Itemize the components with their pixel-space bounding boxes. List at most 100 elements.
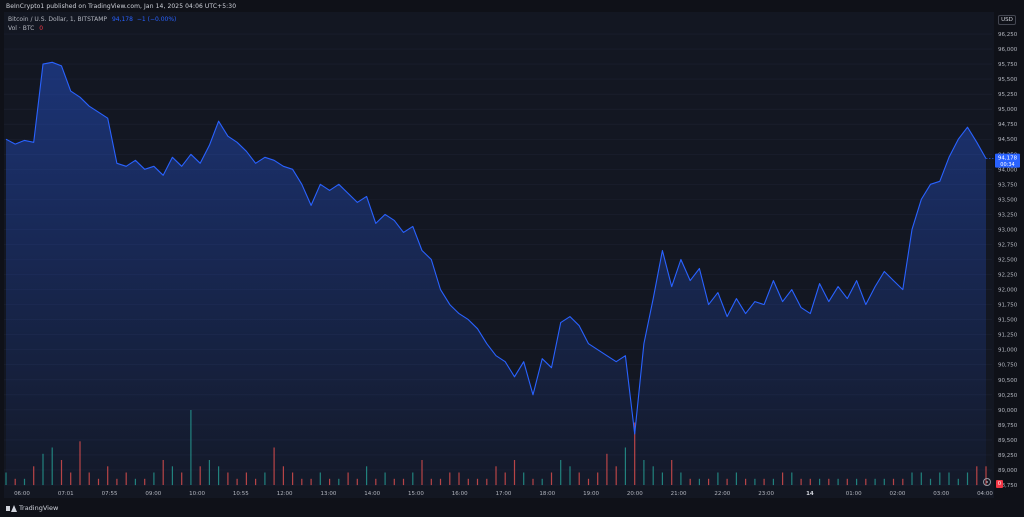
volume-bar-65 bbox=[606, 453, 608, 486]
volume-bar-91 bbox=[846, 478, 848, 486]
volume-bar-93 bbox=[865, 478, 867, 486]
volume-label: Vol · BTC bbox=[8, 25, 35, 32]
y-tick-label-28: 89,250 bbox=[998, 453, 1018, 459]
volume-bar-40 bbox=[375, 478, 377, 486]
x-tick-label-13: 19:00 bbox=[583, 491, 599, 497]
x-tick-label-8: 14:00 bbox=[364, 491, 380, 497]
brand-name: TradingView bbox=[19, 504, 59, 512]
volume-bar-57 bbox=[532, 478, 534, 486]
volume-bar-60 bbox=[560, 460, 562, 485]
volume-bar-84 bbox=[782, 472, 784, 485]
x-tick-label-22: 04:00 bbox=[977, 491, 993, 497]
publisher-caption: BeInCrypto1 published on TradingView.com… bbox=[6, 3, 237, 10]
price-area-fill bbox=[6, 62, 986, 486]
volume-bar-63 bbox=[587, 478, 590, 486]
volume-bar-101 bbox=[939, 472, 941, 485]
volume-bar-22 bbox=[208, 460, 210, 485]
volume-bar-19 bbox=[181, 472, 183, 485]
y-tick-label-29: 89,000 bbox=[998, 468, 1018, 474]
y-tick-label-19: 91,500 bbox=[998, 318, 1018, 324]
volume-bar-27 bbox=[255, 478, 257, 486]
volume-bar-97 bbox=[902, 478, 904, 486]
volume-bar-66 bbox=[615, 466, 617, 486]
y-tick-label-16: 92,250 bbox=[998, 273, 1018, 279]
volume-bar-64 bbox=[597, 472, 599, 485]
volume-bar-69 bbox=[643, 460, 645, 485]
countdown-label: 00:34 bbox=[1000, 162, 1014, 168]
x-tick-label-18: 14 bbox=[806, 491, 814, 497]
volume-bar-5 bbox=[51, 447, 53, 485]
volume-bar-20 bbox=[190, 410, 192, 485]
volume-bar-103 bbox=[957, 478, 959, 486]
volume-bar-13 bbox=[125, 472, 127, 485]
volume-bar-44 bbox=[412, 472, 414, 485]
volume-bar-17 bbox=[162, 460, 164, 485]
volume-bar-47 bbox=[439, 478, 442, 486]
y-tick-label-1: 96,000 bbox=[998, 47, 1018, 53]
x-tick-label-9: 15:00 bbox=[408, 491, 424, 497]
volume-bar-61 bbox=[569, 466, 571, 486]
x-tick-label-4: 10:00 bbox=[189, 491, 205, 497]
scale-settings-icon[interactable] bbox=[983, 478, 991, 486]
y-tick-label-10: 93,750 bbox=[998, 182, 1018, 188]
currency-button[interactable]: USD bbox=[998, 15, 1016, 25]
volume-bar-45 bbox=[421, 460, 423, 485]
volume-bar-25 bbox=[236, 478, 238, 486]
volume-bar-79 bbox=[735, 472, 737, 485]
volume-bar-70 bbox=[652, 466, 654, 486]
x-tick-label-15: 21:00 bbox=[671, 491, 687, 497]
volume-bar-1 bbox=[14, 478, 16, 486]
volume-bar-14 bbox=[134, 478, 136, 486]
volume-bar-52 bbox=[486, 478, 488, 486]
volume-bar-36 bbox=[338, 478, 340, 486]
volume-bar-105 bbox=[976, 466, 978, 486]
volume-bar-77 bbox=[717, 472, 719, 485]
volume-bar-8 bbox=[79, 441, 81, 486]
volume-bar-100 bbox=[929, 478, 932, 486]
volume-bar-50 bbox=[467, 478, 469, 486]
volume-bar-31 bbox=[292, 472, 294, 485]
symbol-legend[interactable]: Bitcoin / U.S. Dollar, 1, BITSTAMP 94,17… bbox=[8, 16, 176, 23]
y-tick-label-22: 90,750 bbox=[998, 363, 1018, 369]
volume-bar-33 bbox=[310, 478, 312, 486]
volume-bar-88 bbox=[819, 478, 821, 486]
volume-bar-10 bbox=[97, 478, 100, 486]
volume-bar-104 bbox=[966, 472, 969, 485]
volume-bar-73 bbox=[680, 472, 682, 485]
last-price-badge bbox=[995, 153, 1020, 168]
volume-bar-38 bbox=[356, 478, 358, 486]
x-tick-label-17: 23:00 bbox=[758, 491, 774, 497]
symbol-name: Bitcoin / U.S. Dollar, 1, BITSTAMP bbox=[8, 16, 108, 23]
y-tick-label-26: 89,750 bbox=[998, 423, 1018, 429]
y-tick-label-11: 93,500 bbox=[998, 197, 1018, 203]
volume-zero-badge: 0 bbox=[996, 480, 1003, 488]
volume-bar-80 bbox=[745, 478, 747, 486]
volume-bar-43 bbox=[402, 478, 405, 486]
volume-legend[interactable]: Vol · BTC 0 bbox=[8, 25, 43, 32]
volume-bar-90 bbox=[837, 478, 839, 486]
tradingview-logo-icon bbox=[6, 504, 17, 512]
volume-bar-7 bbox=[70, 472, 72, 485]
volume-bar-2 bbox=[23, 478, 26, 486]
volume-bar-4 bbox=[42, 453, 44, 486]
x-tick-label-16: 22:00 bbox=[714, 491, 730, 497]
volume-bar-39 bbox=[366, 466, 368, 486]
volume-bar-99 bbox=[920, 472, 922, 485]
volume-bar-54 bbox=[504, 472, 506, 485]
volume-bar-12 bbox=[116, 478, 118, 486]
y-tick-label-18: 91,750 bbox=[998, 303, 1018, 309]
volume-bar-35 bbox=[329, 478, 331, 486]
volume-bar-81 bbox=[754, 478, 756, 486]
volume-bar-49 bbox=[458, 472, 460, 485]
volume-bar-96 bbox=[892, 478, 895, 486]
volume-bar-9 bbox=[88, 472, 90, 485]
x-tick-label-12: 18:00 bbox=[539, 491, 555, 497]
y-tick-label-30: 88,750 bbox=[998, 483, 1018, 489]
tradingview-logo[interactable]: TradingView bbox=[6, 504, 58, 512]
volume-bar-87 bbox=[809, 478, 811, 486]
y-tick-label-12: 93,250 bbox=[998, 212, 1018, 218]
volume-bar-94 bbox=[874, 478, 876, 486]
y-tick-label-0: 96,250 bbox=[998, 32, 1018, 38]
volume-bar-26 bbox=[245, 472, 247, 485]
